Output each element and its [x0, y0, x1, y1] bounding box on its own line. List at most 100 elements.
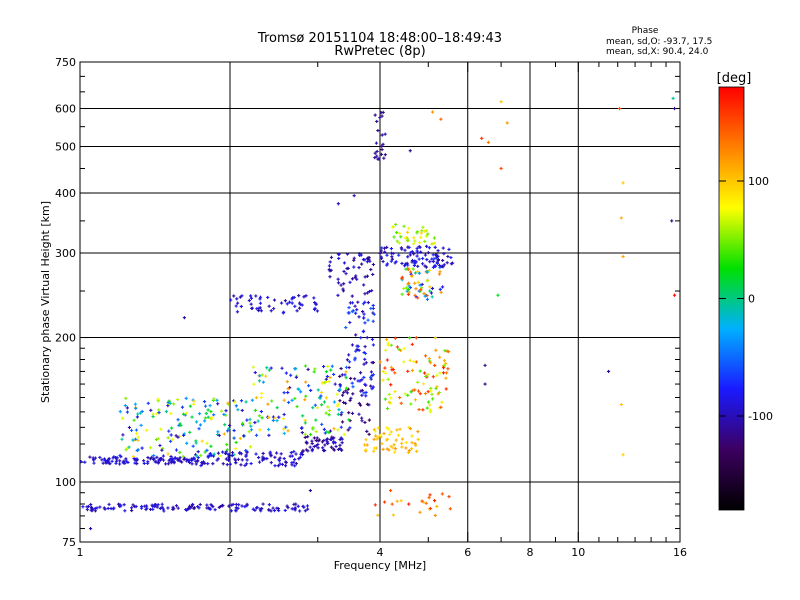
- data-point: [437, 272, 442, 276]
- data-point: [200, 462, 205, 466]
- data-point: [256, 419, 260, 423]
- data-point: [121, 461, 126, 465]
- colorbar: [deg] 100 0 -100: [717, 71, 773, 511]
- data-point: [340, 420, 345, 424]
- data-point: [282, 431, 286, 435]
- data-point: [303, 435, 307, 439]
- data-point: [206, 462, 210, 466]
- data-point: [228, 423, 232, 428]
- data-point: [249, 294, 253, 298]
- data-point: [347, 311, 351, 315]
- data-point: [91, 458, 96, 462]
- data-point: [112, 506, 116, 510]
- data-point: [415, 254, 419, 258]
- data-point: [408, 251, 412, 255]
- data-point: [394, 260, 398, 264]
- data-point: [416, 264, 420, 268]
- data-point: [426, 390, 430, 394]
- data-point: [235, 310, 240, 314]
- data-point: [424, 229, 429, 233]
- data-point: [393, 450, 397, 454]
- data-point: [161, 446, 165, 451]
- data-point: [335, 392, 339, 396]
- data-point: [357, 348, 361, 352]
- data-point: [284, 461, 288, 465]
- data-point: [440, 492, 444, 496]
- data-point: [363, 300, 367, 304]
- data-point: [413, 441, 417, 446]
- data-point: [418, 283, 422, 287]
- data-point: [190, 415, 194, 419]
- data-point: [240, 294, 244, 298]
- data-point: [232, 453, 236, 457]
- data-point: [249, 461, 253, 466]
- data-point: [174, 504, 179, 508]
- data-point: [444, 387, 448, 391]
- data-point: [233, 400, 237, 404]
- data-point: [198, 502, 202, 507]
- data-point: [178, 422, 182, 426]
- data-point: [265, 366, 269, 370]
- data-point: [323, 443, 327, 447]
- data-point: [328, 275, 332, 279]
- data-point: [339, 448, 343, 452]
- data-point: [381, 110, 385, 114]
- data-point: [430, 392, 434, 396]
- data-point: [365, 274, 370, 278]
- data-point: [222, 432, 226, 436]
- data-point: [136, 448, 140, 452]
- data-point: [309, 388, 313, 393]
- data-point: [161, 507, 165, 511]
- data-points: [79, 96, 677, 531]
- data-point: [358, 371, 363, 375]
- data-point: [419, 231, 423, 235]
- data-point: [245, 502, 249, 506]
- data-point: [379, 255, 383, 259]
- data-point: [100, 458, 104, 462]
- data-point: [285, 302, 289, 306]
- data-point: [219, 409, 224, 413]
- data-point: [385, 245, 389, 249]
- data-point: [397, 253, 401, 257]
- phase-stats: Phase mean, sd,O: -93.7, 17.5 mean, sd,X…: [606, 26, 712, 57]
- data-point: [257, 379, 262, 383]
- data-point: [259, 309, 264, 313]
- data-point: [200, 439, 204, 443]
- data-point: [254, 294, 258, 298]
- data-point: [390, 257, 394, 261]
- data-point: [358, 403, 363, 407]
- data-point: [438, 355, 442, 359]
- data-point: [384, 337, 389, 342]
- x-tick-label: 16: [673, 546, 687, 559]
- data-point: [412, 360, 416, 364]
- data-point: [328, 437, 332, 442]
- data-point: [397, 231, 402, 235]
- data-point: [292, 460, 296, 464]
- data-point: [363, 275, 367, 279]
- chart-title: Tromsø 20151104 18:48:00–18:49:43: [257, 31, 502, 46]
- data-point: [486, 140, 490, 144]
- data-point: [336, 202, 340, 206]
- data-point: [423, 391, 428, 396]
- data-point: [303, 509, 307, 513]
- data-point: [323, 448, 327, 453]
- data-point: [327, 430, 331, 435]
- data-point: [389, 365, 393, 369]
- data-point: [433, 264, 437, 269]
- data-point: [281, 417, 286, 421]
- data-point: [443, 349, 447, 353]
- data-point: [387, 427, 391, 431]
- data-point: [402, 360, 406, 364]
- data-point: [224, 413, 228, 417]
- data-point: [373, 113, 377, 117]
- data-point: [300, 453, 305, 457]
- data-point: [257, 308, 261, 313]
- data-point: [373, 151, 377, 155]
- data-point: [337, 252, 341, 256]
- data-point: [324, 377, 328, 381]
- data-point: [225, 442, 229, 447]
- data-point: [240, 421, 245, 425]
- data-point: [123, 403, 127, 408]
- data-point: [244, 462, 249, 466]
- data-point: [371, 343, 376, 347]
